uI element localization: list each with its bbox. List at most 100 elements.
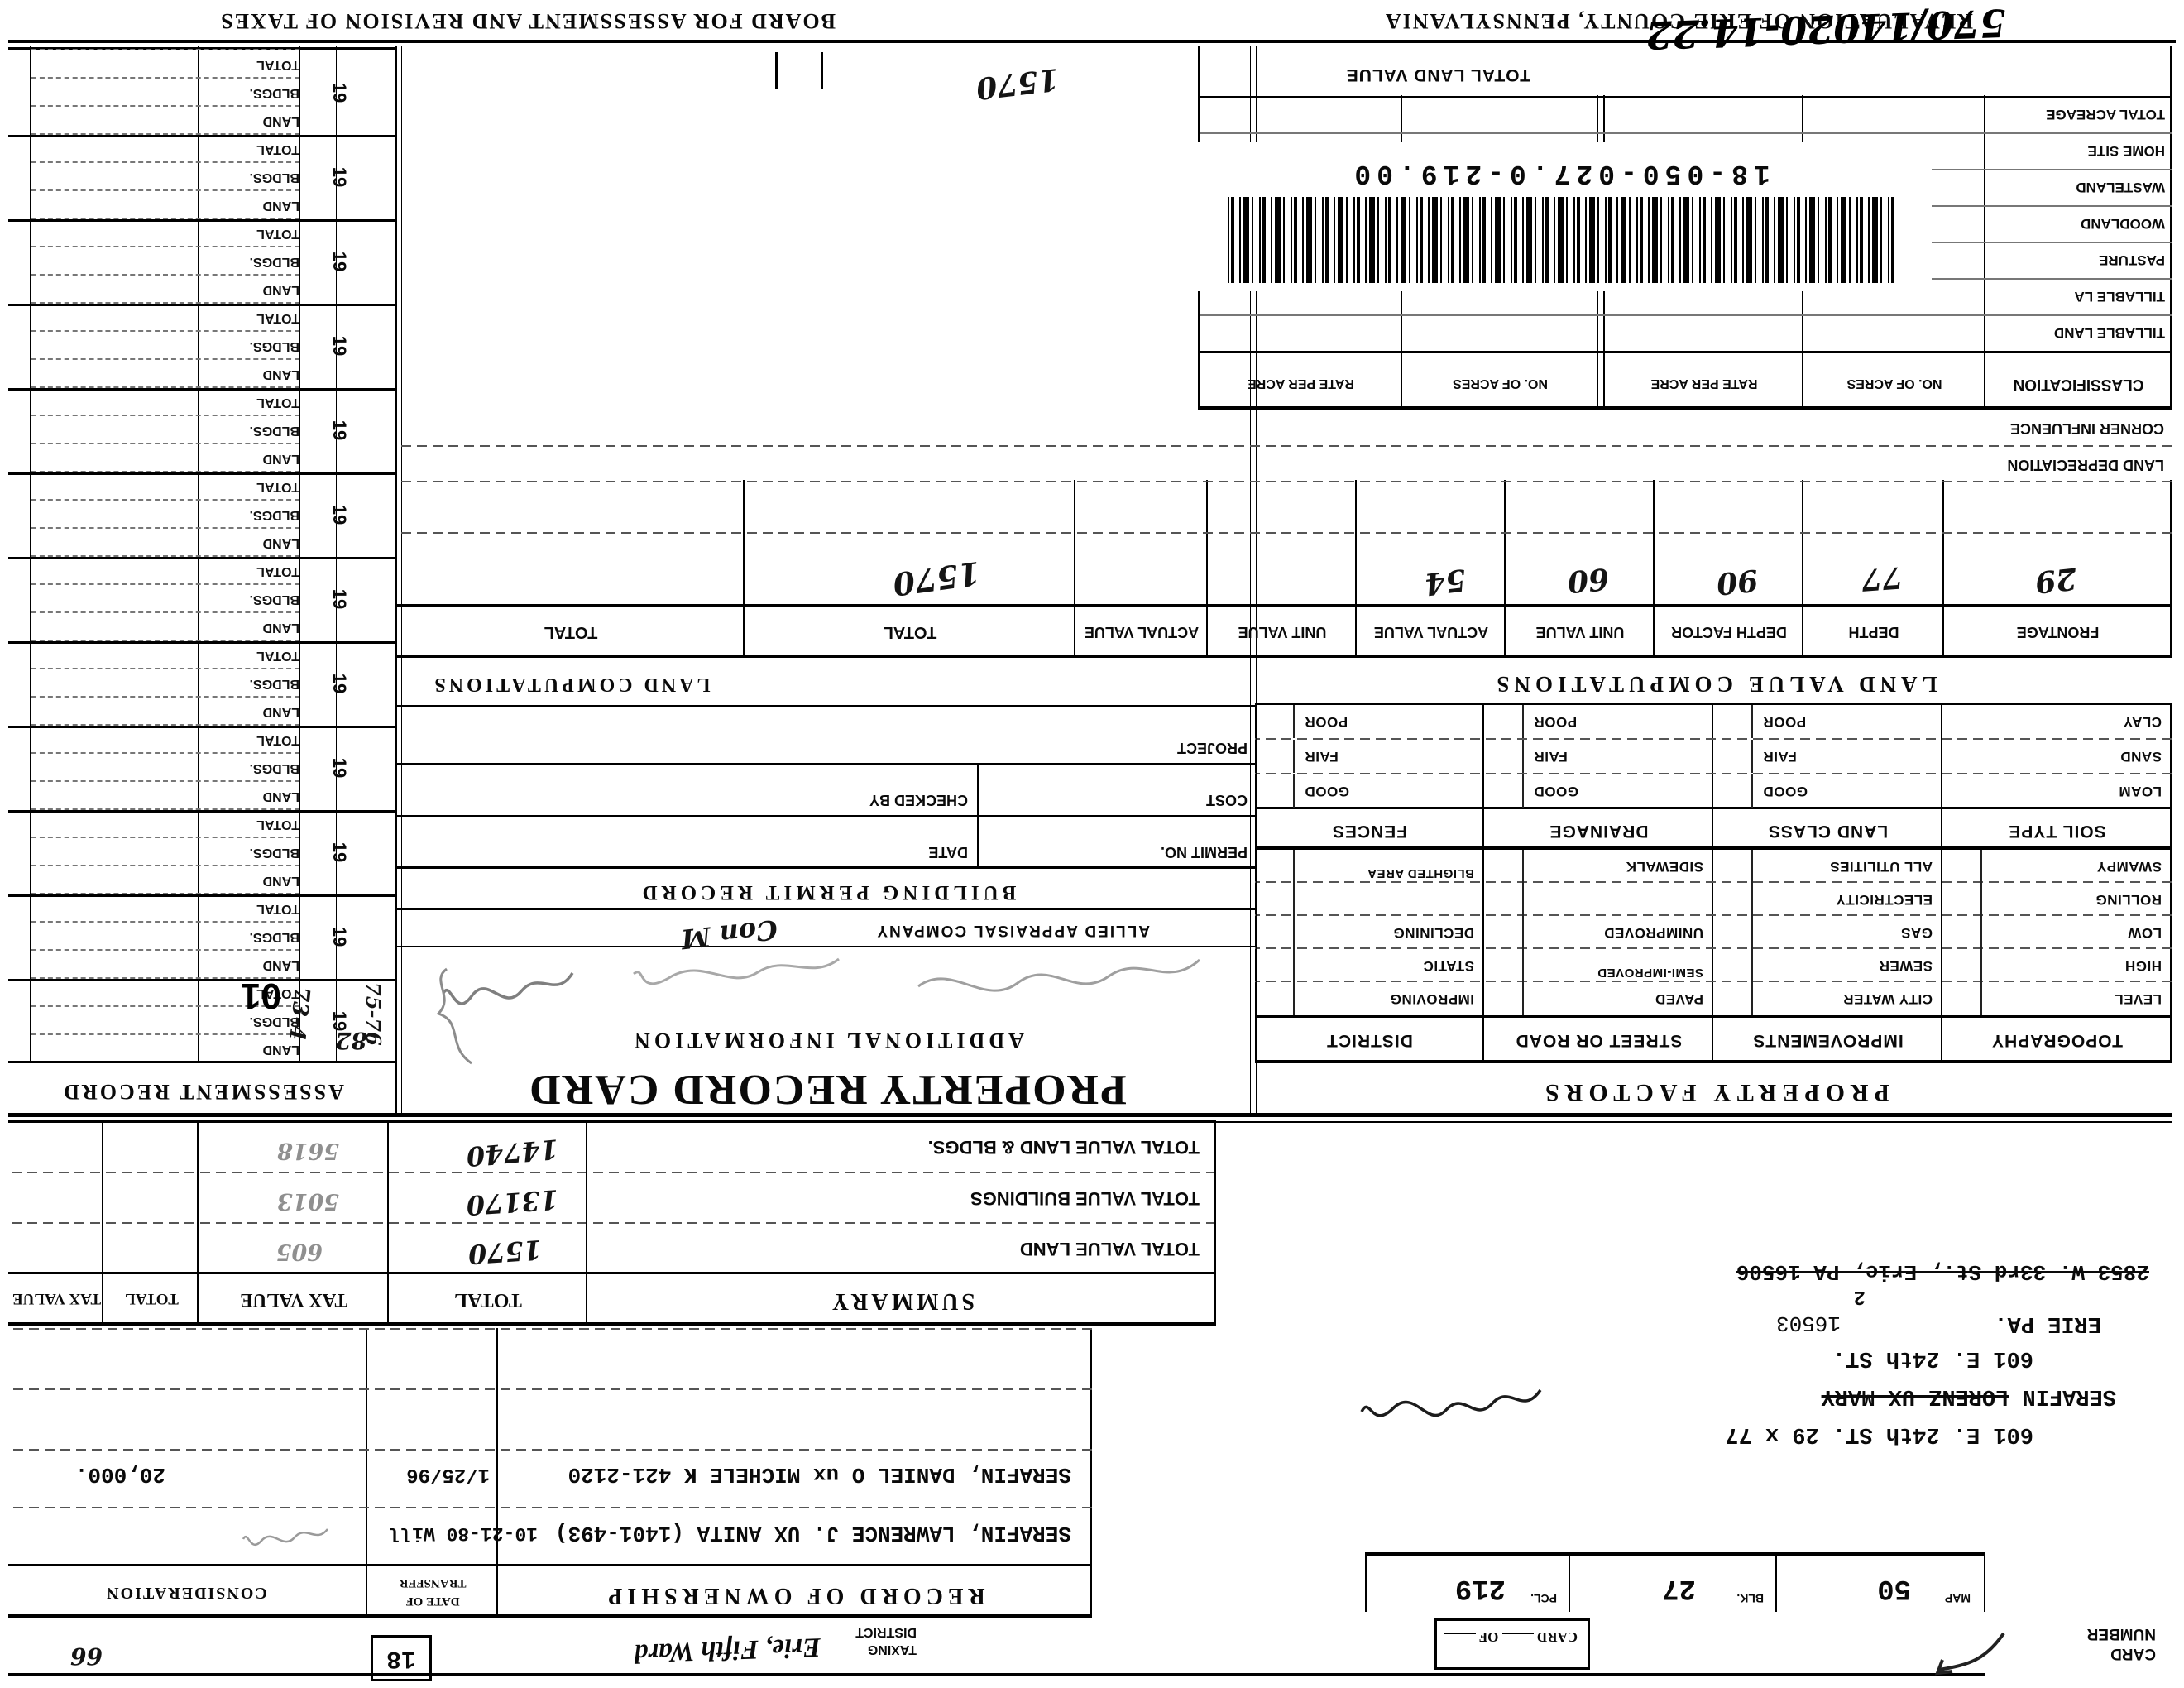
assessment-year-group: 19 LAND BLDGS. TOTAL — [8, 893, 397, 979]
rule — [2170, 703, 2172, 1063]
rule — [366, 1328, 367, 1618]
permit-cost-label: COST — [1205, 792, 1248, 808]
factor-item: CITY WATER — [1715, 982, 1941, 1015]
additional-information-title: ADDITIONAL INFORMATION — [630, 1029, 1024, 1053]
side-note: 75-76 — [362, 982, 386, 1046]
factor-item: ALL UTILITIES — [1715, 850, 1941, 883]
summary-row-label: TOTAL VALUE LAND — [1019, 1239, 1200, 1259]
assessment-year-group: 19 LAND BLDGS. TOTAL — [8, 555, 397, 641]
factor-item: UNIMPROVED — [1486, 916, 1712, 949]
permit-date-label: DATE — [928, 844, 968, 861]
summary-row-label: TOTAL VALUE BUILDINGS — [970, 1188, 1200, 1209]
year-prefix: 19 — [328, 588, 350, 610]
factors-col-header: STREET OR ROAD — [1515, 1031, 1683, 1050]
assessment-year-group: 19 LAND BLDGS. TOTAL — [8, 386, 397, 472]
pcl-label: PCL. — [1530, 1592, 1557, 1605]
factors-col-header: IMPROVEMENTS — [1752, 1031, 1904, 1050]
soil-row-label: SAND — [2119, 749, 2162, 765]
rule — [401, 46, 402, 1117]
pencil-scribble — [917, 958, 1201, 992]
assessment-year-group: 19 LAND BLDGS. TOTAL — [8, 302, 397, 388]
property-location-line: 601 E. 24th ST. 29 x 77 — [1725, 1422, 2033, 1446]
depth-factor-value: 90 — [1714, 562, 1760, 602]
land-computations-title: LAND COMPUTATIONS — [431, 674, 711, 695]
checkbox-cell — [1944, 850, 1982, 883]
permit-checked-by-label: CHECKED BY — [869, 792, 968, 808]
card-of-label-2: OF — [1479, 1629, 1499, 1645]
rule — [8, 1449, 1092, 1451]
checkbox-cell — [1257, 883, 1295, 916]
checkbox-cell — [1486, 740, 1524, 773]
rule — [8, 1564, 1092, 1566]
factor-item: LOW — [1944, 916, 2170, 949]
owner-row-date: 1/25/96 — [406, 1463, 490, 1485]
frontage-value: 29 — [2033, 560, 2079, 600]
total-land-value: 1570 — [974, 61, 1061, 106]
permit-project-label: PROJECT — [1176, 740, 1248, 756]
checkbox-cell — [1715, 774, 1753, 808]
factor-item — [1486, 883, 1712, 916]
pcl-value: 219 — [1454, 1572, 1506, 1604]
total-stamp: 01 — [241, 976, 281, 1016]
classification-header: CLASSIFICATION — [2013, 376, 2144, 393]
assessment-year-group: 19 LAND BLDGS. TOTAL — [8, 47, 397, 135]
checkbox-cell — [1715, 982, 1753, 1015]
rule — [8, 1614, 1092, 1618]
rule — [775, 52, 778, 89]
year-prefix: 19 — [328, 504, 350, 525]
rule — [8, 1121, 2172, 1123]
factor-item: IMPROVING — [1257, 982, 1482, 1015]
rule — [1941, 703, 1942, 1063]
classification-row: TOTAL ACREAGE — [1200, 96, 2172, 132]
building-permit-record-title: BUILDING PERMIT RECORD — [638, 881, 1017, 904]
rule — [397, 763, 1257, 765]
blk-value: 27 — [1662, 1572, 1696, 1604]
summary-taxvalue-header-2: TAX VALUE — [12, 1290, 102, 1307]
rule — [1712, 703, 1713, 1063]
date-of-transfer-header: DATE OF TRANSFER — [399, 1576, 467, 1608]
factor-item: SWAMPY — [1944, 850, 2170, 883]
lv-header: UNIT VALUE — [1535, 624, 1625, 641]
unit-value: 60 — [1566, 560, 1611, 600]
classification-row: TILLABLE LAND — [1200, 314, 2172, 351]
land-value-computations-title: LAND VALUE COMPUTATIONS — [1492, 672, 1937, 697]
summary-total-value: 1570 — [467, 1233, 544, 1271]
soil-row-label: LOAM — [2118, 784, 2162, 799]
checkbox-cell — [1257, 774, 1295, 808]
rule — [8, 1388, 1092, 1390]
checkbox-cell — [1715, 850, 1753, 883]
checkbox-cell — [1257, 949, 1295, 982]
soil-rating: FAIR — [1257, 740, 1482, 773]
year-prefix: 19 — [328, 420, 350, 441]
checkbox-cell — [1486, 883, 1524, 916]
rule — [8, 1328, 1092, 1330]
factor-item: LEVEL — [1944, 982, 2170, 1015]
factor-item: GAS — [1715, 916, 1941, 949]
owner-row-name: SERAFIN, DANIEL O ux MICHELE K 421-2120 — [568, 1462, 1072, 1487]
factor-item: SIDEWALK — [1486, 850, 1712, 883]
year-prefix: 19 — [328, 166, 350, 188]
depth-value: 77 — [1860, 559, 1904, 597]
barcode — [1224, 197, 1894, 283]
former-owner-line: SERAFIN LORENZ UX MARY — [1821, 1383, 2116, 1408]
soil-rating: POOR — [1257, 705, 1482, 738]
lv-header: DEPTH FACTOR — [1671, 624, 1787, 641]
factor-item: HIGH — [1944, 949, 2170, 982]
rule — [397, 705, 1257, 707]
year-prefix: 19 — [328, 335, 350, 357]
property-record-card-title: PROPERTY RECORD CARD — [528, 1066, 1127, 1113]
appraisal-company-label: ALLIED APPRAISAL COMPANY — [875, 922, 1150, 939]
summary-row-label: TOTAL VALUE LAND & BLDGS. — [927, 1137, 1200, 1158]
rule — [1365, 1552, 1985, 1556]
summary-total-value: 14740 — [465, 1133, 560, 1172]
card-of-blank-2 — [1444, 1633, 1477, 1667]
checkbox-cell — [1486, 949, 1524, 982]
ownership-title: RECORD OF OWNERSHIP — [603, 1583, 985, 1609]
assessment-year-group: 19 LAND BLDGS. TOTAL — [8, 471, 397, 557]
card-of-label: CARD — [1536, 1629, 1578, 1645]
soil-header: SOIL TYPE — [2008, 822, 2106, 841]
taxing-district-label: TAXING DISTRICT — [855, 1625, 917, 1657]
pencil-scribble — [242, 1528, 328, 1547]
pencil-scribble — [436, 967, 472, 1065]
